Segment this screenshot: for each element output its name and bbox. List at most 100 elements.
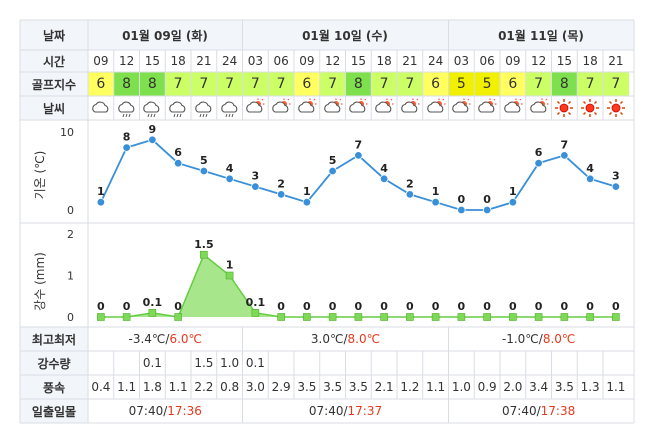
y-tick-label: 0 xyxy=(67,204,74,217)
temperature-data-label: 6 xyxy=(174,146,182,159)
rain-point xyxy=(225,271,234,280)
temperature-data-label: 1 xyxy=(303,185,311,198)
temperature-data-label: 0 xyxy=(483,193,491,206)
rain-amount-cell xyxy=(165,351,191,375)
wind-cell: 1.1 xyxy=(168,380,188,394)
rain-point xyxy=(97,313,105,321)
cloud-sun-icon xyxy=(375,98,394,113)
rain-data-label: 0 xyxy=(303,300,311,313)
cloud-sun-icon xyxy=(298,98,317,113)
wind-cell: 0.9 xyxy=(477,380,497,394)
rain-amount-cell xyxy=(603,351,629,375)
rain-data-label: 0 xyxy=(535,300,543,313)
rain-point xyxy=(534,313,543,321)
rain-amount-cell: 1.0 xyxy=(220,356,240,370)
wind-cell: 2.1 xyxy=(374,380,394,394)
golf-index-cell: 7 xyxy=(191,72,217,96)
temperature-point xyxy=(611,182,621,191)
temperature-data-label: 3 xyxy=(252,170,260,183)
wind-cell: 3.0 xyxy=(245,380,265,394)
rain-point xyxy=(509,313,517,321)
temp-separator: / xyxy=(165,332,170,346)
y-tick-label: 1 xyxy=(67,270,74,283)
golf-index-cell: 6 xyxy=(294,72,320,96)
temperature-axis-label: 기온 (℃) xyxy=(33,151,47,200)
time-cell: 03 xyxy=(453,54,470,68)
min-max-row-label: 최고최저 xyxy=(20,327,88,351)
cloud-sun-icon xyxy=(504,98,523,113)
rain-data-label: 0 xyxy=(380,300,388,313)
rain-point xyxy=(612,313,620,321)
time-cell: 12 xyxy=(324,54,341,68)
wind-cell: 3.5 xyxy=(297,380,317,394)
rain-amount-cell xyxy=(397,351,423,375)
sun-separator: / xyxy=(163,404,168,418)
wind-cell: 3.5 xyxy=(554,380,574,394)
date-row-label: 날짜 xyxy=(20,20,88,50)
rain-amount-cell xyxy=(294,351,320,375)
time-cell: 21 xyxy=(608,54,624,68)
max-temp: 8.0℃ xyxy=(542,332,576,346)
rain-point xyxy=(251,309,260,317)
golf-index-row-label: 골프지수 xyxy=(20,72,88,96)
golf-index-cell: 8 xyxy=(551,72,578,96)
sunrise-time: 07:40 xyxy=(502,404,537,418)
sun-separator: / xyxy=(536,404,541,418)
time-cell: 18 xyxy=(582,54,598,68)
rain-point xyxy=(303,313,311,321)
rain-amount-cell: 0.1 xyxy=(245,356,265,370)
temperature-point xyxy=(534,158,543,168)
rain-data-label: 0 xyxy=(329,300,337,313)
temperature-point xyxy=(405,190,415,199)
temperature-point xyxy=(276,190,286,199)
rain-point xyxy=(406,313,414,321)
wind-cell: 0.4 xyxy=(91,380,111,394)
temperature-data-label: 6 xyxy=(535,146,543,159)
rain-amount-cell xyxy=(552,351,578,375)
rain-point xyxy=(328,313,337,321)
time-cell: 15 xyxy=(556,54,573,68)
golf-index-cell: 6 xyxy=(88,72,114,96)
cloud-rain-icon xyxy=(220,101,237,118)
rain-amount-cell xyxy=(114,351,140,375)
rain-data-label: 0 xyxy=(586,300,594,313)
rain-point xyxy=(380,313,388,321)
golf-index-cell: 6 xyxy=(500,72,526,96)
rain-data-label: 0 xyxy=(355,300,363,313)
rain-data-label: 0.1 xyxy=(143,296,163,309)
rain-amount-cell xyxy=(449,351,475,375)
sun-icon xyxy=(606,99,625,117)
cloud-icon xyxy=(92,101,109,113)
sun-icon xyxy=(581,99,600,117)
min-temp: -3.4℃ xyxy=(128,332,166,346)
wind-cell: 1.1 xyxy=(426,380,446,394)
temperature-point xyxy=(354,151,363,160)
rain-data-label: 0 xyxy=(458,300,466,313)
temperature-point xyxy=(199,166,209,176)
sunrise-sunset-cell: 07:40/17:37 xyxy=(243,399,449,423)
golf-index-cell: 5 xyxy=(474,72,500,96)
rain-data-label: 0 xyxy=(123,300,131,313)
rain-data-label: 1.5 xyxy=(194,238,214,251)
golf-index-cell: 5 xyxy=(448,72,475,96)
cloud-sun-night-icon xyxy=(246,98,265,113)
wind-cell: 2.2 xyxy=(194,380,214,394)
rain-amount-cell: 1.5 xyxy=(194,356,214,370)
golf-index-cell: 7 xyxy=(577,72,603,96)
golf-index-cell: 7 xyxy=(397,72,423,96)
rain-data-label: 0 xyxy=(277,300,285,313)
wind-cell: 3.4 xyxy=(529,380,549,394)
temperature-point xyxy=(251,182,260,191)
golf-index-cell: 7 xyxy=(268,72,294,96)
rain-amount-cell xyxy=(423,351,449,375)
sunset-time: 17:36 xyxy=(167,404,202,418)
rain-amount-cell xyxy=(88,351,114,375)
rain-point xyxy=(174,313,182,321)
sun-row-label: 일출일몰 xyxy=(20,399,88,423)
time-cell: 06 xyxy=(479,54,495,68)
temperature-point xyxy=(328,166,337,176)
wind-cell: 3.5 xyxy=(348,380,368,394)
rain-data-label: 0 xyxy=(561,300,569,313)
temperature-data-label: 1 xyxy=(432,185,440,198)
